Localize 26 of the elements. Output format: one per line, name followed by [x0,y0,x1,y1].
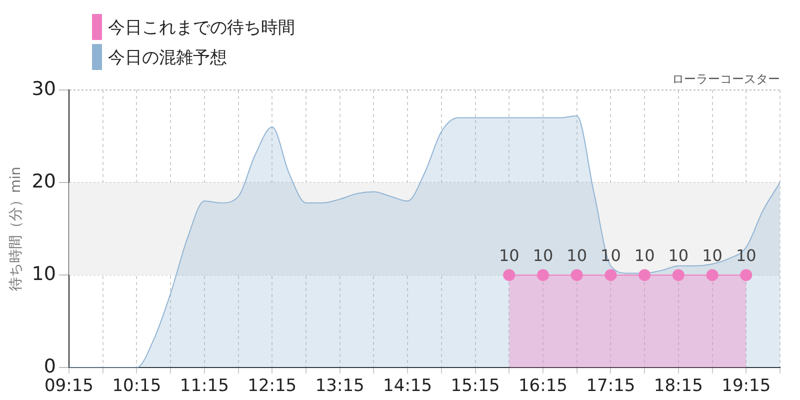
y-tick-label: 10 [32,263,56,286]
y-tick-label: 30 [32,78,56,100]
x-tick-label: 18:15 [654,376,703,396]
data-label: 10 [634,246,655,266]
x-tick-label: 10:15 [112,376,162,396]
data-label: 10 [498,246,520,266]
x-tick-label: 12:15 [248,376,297,396]
x-tick-label: 19:15 [722,376,771,396]
data-label: 10 [566,246,588,266]
y-axis-title: 待ち時間（分）min [8,166,24,292]
x-tick-label: 09:15 [44,376,94,396]
data-label: 10 [532,246,554,266]
x-tick-label: 13:15 [315,376,364,396]
y-tick-label: 20 [32,170,56,192]
legend-label: 今日の混雑予想 [108,46,227,68]
x-tick-label: 16:15 [518,376,568,396]
text: ローラーコースター [672,72,780,86]
legend-label: 今日これまでの待ち時間 [108,16,295,38]
x-tick-label: 11:15 [180,376,229,396]
x-tick-label: 14:15 [383,376,432,396]
x-tick-label: 17:15 [586,376,636,396]
data-label: 10 [736,246,756,266]
data-label: 10 [702,246,722,266]
x-tick-label: 15:15 [450,376,500,396]
data-label: 10 [668,246,689,266]
y-tick-label: 0 [44,356,56,378]
